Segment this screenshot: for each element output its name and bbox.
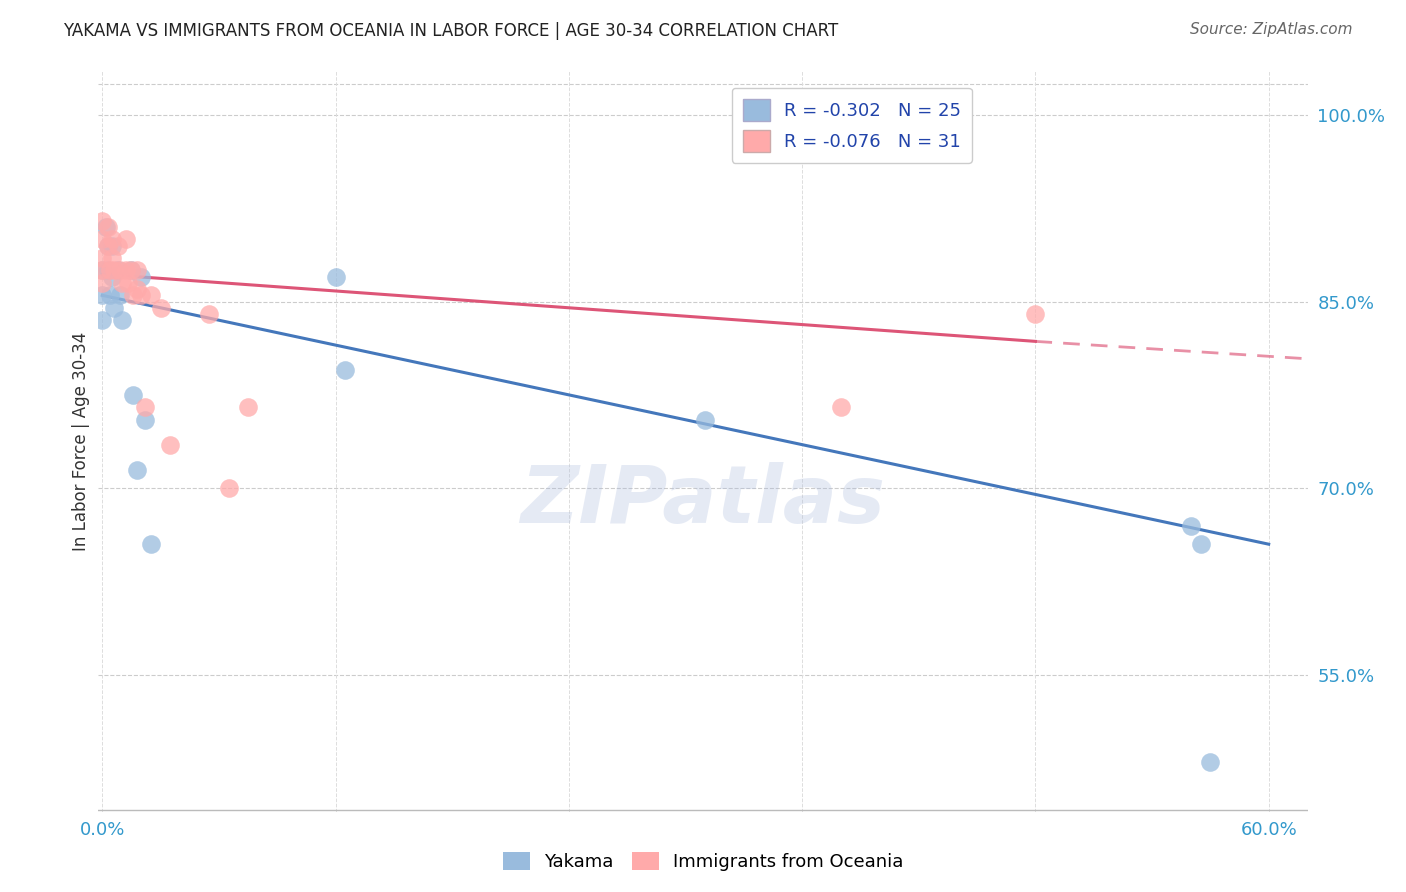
Point <box>129 269 152 284</box>
Point <box>122 288 145 302</box>
Point <box>121 263 143 277</box>
Point <box>149 301 172 315</box>
Point <box>97 263 120 277</box>
Point <box>139 288 162 302</box>
Point <box>107 263 129 277</box>
Point <box>1199 755 1222 769</box>
Point <box>97 219 120 234</box>
Point <box>134 401 156 415</box>
Point <box>111 276 134 290</box>
Point <box>325 269 347 284</box>
Point <box>103 301 125 315</box>
Text: Source: ZipAtlas.com: Source: ZipAtlas.com <box>1189 22 1353 37</box>
Legend: R = -0.302   N = 25, R = -0.076   N = 31: R = -0.302 N = 25, R = -0.076 N = 31 <box>733 87 972 162</box>
Legend: Yakama, Immigrants from Oceania: Yakama, Immigrants from Oceania <box>495 845 911 879</box>
Point <box>101 238 124 252</box>
Point <box>693 413 716 427</box>
Point <box>236 401 259 415</box>
Point <box>121 263 143 277</box>
Point <box>1024 307 1046 321</box>
Point <box>127 263 149 277</box>
Point <box>97 238 120 252</box>
Point <box>108 263 131 277</box>
Point <box>134 413 156 427</box>
Point <box>127 282 149 296</box>
Point <box>91 313 114 327</box>
Point <box>91 251 114 265</box>
Point <box>91 263 114 277</box>
Y-axis label: In Labor Force | Age 30-34: In Labor Force | Age 30-34 <box>72 332 90 551</box>
Point <box>335 363 357 377</box>
Point <box>114 263 136 277</box>
Point <box>198 307 221 321</box>
Point <box>159 437 181 451</box>
Point <box>111 313 134 327</box>
Point <box>122 388 145 402</box>
Point <box>96 219 118 234</box>
Point <box>91 276 114 290</box>
Point <box>98 288 121 302</box>
Point <box>91 232 114 246</box>
Point <box>114 232 136 246</box>
Point <box>101 269 124 284</box>
Point <box>103 263 125 277</box>
Point <box>1189 537 1212 551</box>
Point <box>91 263 114 277</box>
Point <box>830 401 852 415</box>
Point <box>101 251 124 265</box>
Point <box>101 232 124 246</box>
Point <box>127 462 149 476</box>
Point <box>129 288 152 302</box>
Point <box>98 263 121 277</box>
Point <box>218 481 240 495</box>
Point <box>107 238 129 252</box>
Point <box>117 276 139 290</box>
Point <box>91 213 114 227</box>
Text: ZIPatlas: ZIPatlas <box>520 462 886 540</box>
Point <box>91 288 114 302</box>
Point <box>108 288 131 302</box>
Point <box>139 537 162 551</box>
Point <box>97 238 120 252</box>
Point <box>1180 518 1202 533</box>
Text: YAKAMA VS IMMIGRANTS FROM OCEANIA IN LABOR FORCE | AGE 30-34 CORRELATION CHART: YAKAMA VS IMMIGRANTS FROM OCEANIA IN LAB… <box>63 22 838 40</box>
